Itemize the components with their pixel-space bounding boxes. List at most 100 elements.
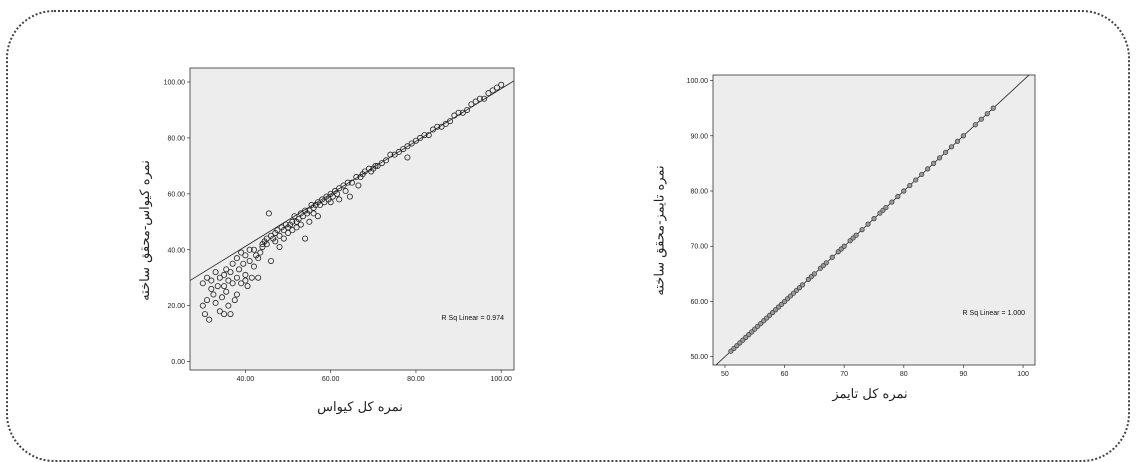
y-tick-label: 70.00 — [690, 244, 708, 251]
y-tick-label: 60.00 — [167, 191, 185, 198]
data-point — [242, 277, 249, 284]
data-point — [464, 106, 471, 113]
data-point — [295, 215, 302, 222]
y-tick-label: 100.00 — [687, 78, 709, 85]
data-point — [199, 302, 206, 309]
data-point — [299, 213, 306, 220]
data-point — [984, 111, 990, 117]
r-squared-annotation: R Sq Linear = 1.000 — [963, 310, 1026, 317]
data-point — [199, 280, 206, 287]
data-point — [231, 297, 238, 304]
data-point — [936, 155, 943, 161]
data-point — [346, 193, 353, 200]
data-point — [327, 199, 334, 206]
data-point — [267, 257, 274, 264]
x-tick-label: 60.00 — [322, 376, 340, 383]
data-point — [336, 185, 343, 192]
y-tick-label: 50.00 — [690, 354, 708, 361]
y-axis-label: نمره تایمز-محقق ساخته — [652, 164, 668, 296]
data-point — [272, 238, 279, 245]
y-tick-label: 80.00 — [690, 189, 708, 196]
x-tick-label: 80.00 — [407, 376, 425, 383]
data-point — [353, 174, 360, 181]
data-point — [404, 154, 411, 161]
data-point — [429, 126, 436, 133]
data-point — [972, 122, 978, 128]
data-point — [476, 95, 483, 102]
data-point — [442, 120, 449, 127]
data-point — [221, 311, 228, 318]
data-point — [314, 213, 321, 220]
y-tick-label: 100.00 — [164, 79, 186, 86]
data-point — [438, 123, 445, 130]
x-axis-label: نمره کل تایمز — [832, 387, 908, 402]
data-point — [221, 283, 228, 290]
data-point — [317, 202, 324, 209]
x-tick-label: 60 — [781, 371, 789, 378]
data-point — [238, 280, 245, 287]
data-point — [907, 182, 913, 189]
data-point — [468, 101, 475, 108]
y-tick-label: 20.00 — [167, 303, 185, 310]
data-point — [250, 263, 257, 270]
x-axis-label: نمره کل کیواس — [317, 400, 403, 415]
data-point — [246, 257, 253, 264]
data-point — [859, 227, 865, 233]
data-point — [485, 90, 492, 97]
data-point — [321, 199, 328, 206]
data-point — [225, 277, 232, 284]
x-tick-label: 100.00 — [490, 376, 512, 383]
data-point — [344, 179, 351, 186]
data-point — [214, 283, 221, 290]
plot-area — [189, 67, 515, 371]
data-point — [263, 241, 270, 248]
data-point — [208, 277, 215, 284]
data-point — [255, 274, 262, 281]
data-point — [204, 274, 211, 281]
data-point — [293, 224, 300, 231]
data-point — [229, 280, 236, 287]
data-point — [421, 132, 428, 139]
data-point — [285, 229, 292, 236]
data-point — [274, 227, 281, 234]
data-point — [400, 146, 407, 153]
data-point — [925, 166, 931, 172]
data-point — [919, 171, 925, 178]
data-point — [246, 246, 253, 253]
data-point — [212, 269, 219, 276]
data-point — [223, 288, 230, 295]
data-point — [883, 204, 889, 211]
y-axis-label: نمره کیواس-محقق ساخته — [137, 159, 153, 301]
data-point — [216, 274, 223, 281]
chart-panel-left: 40.00 60.00 80.00 100.00 0.00 20.00 40.00 60.00… — [137, 60, 540, 420]
y-tick-label: 60.00 — [690, 299, 708, 306]
data-point — [229, 260, 236, 267]
r-squared-annotation: R Sq Linear = 0.974 — [442, 315, 505, 322]
data-point — [227, 311, 234, 318]
data-point — [829, 254, 835, 260]
data-point — [201, 311, 208, 318]
data-point — [306, 207, 313, 214]
data-point — [216, 308, 223, 315]
data-point — [942, 149, 949, 155]
x-tick-label: 70 — [840, 371, 848, 378]
data-point — [265, 210, 272, 217]
x-tick-label: 100 — [1017, 371, 1029, 378]
data-point — [451, 112, 458, 119]
data-point — [799, 282, 806, 288]
data-point — [218, 294, 225, 301]
data-point — [481, 95, 488, 102]
y-axis-label-wrap: نمره تایمز-محقق ساخته — [645, 85, 675, 375]
data-point — [204, 297, 211, 304]
data-point — [238, 249, 245, 256]
data-point — [489, 87, 496, 94]
data-point — [276, 243, 283, 250]
data-point — [493, 84, 500, 91]
fit-line — [190, 80, 514, 281]
data-point — [412, 137, 419, 144]
data-point — [233, 291, 240, 298]
data-point — [297, 221, 304, 228]
data-point — [236, 266, 243, 273]
data-point — [206, 316, 213, 323]
data-point — [425, 132, 432, 139]
